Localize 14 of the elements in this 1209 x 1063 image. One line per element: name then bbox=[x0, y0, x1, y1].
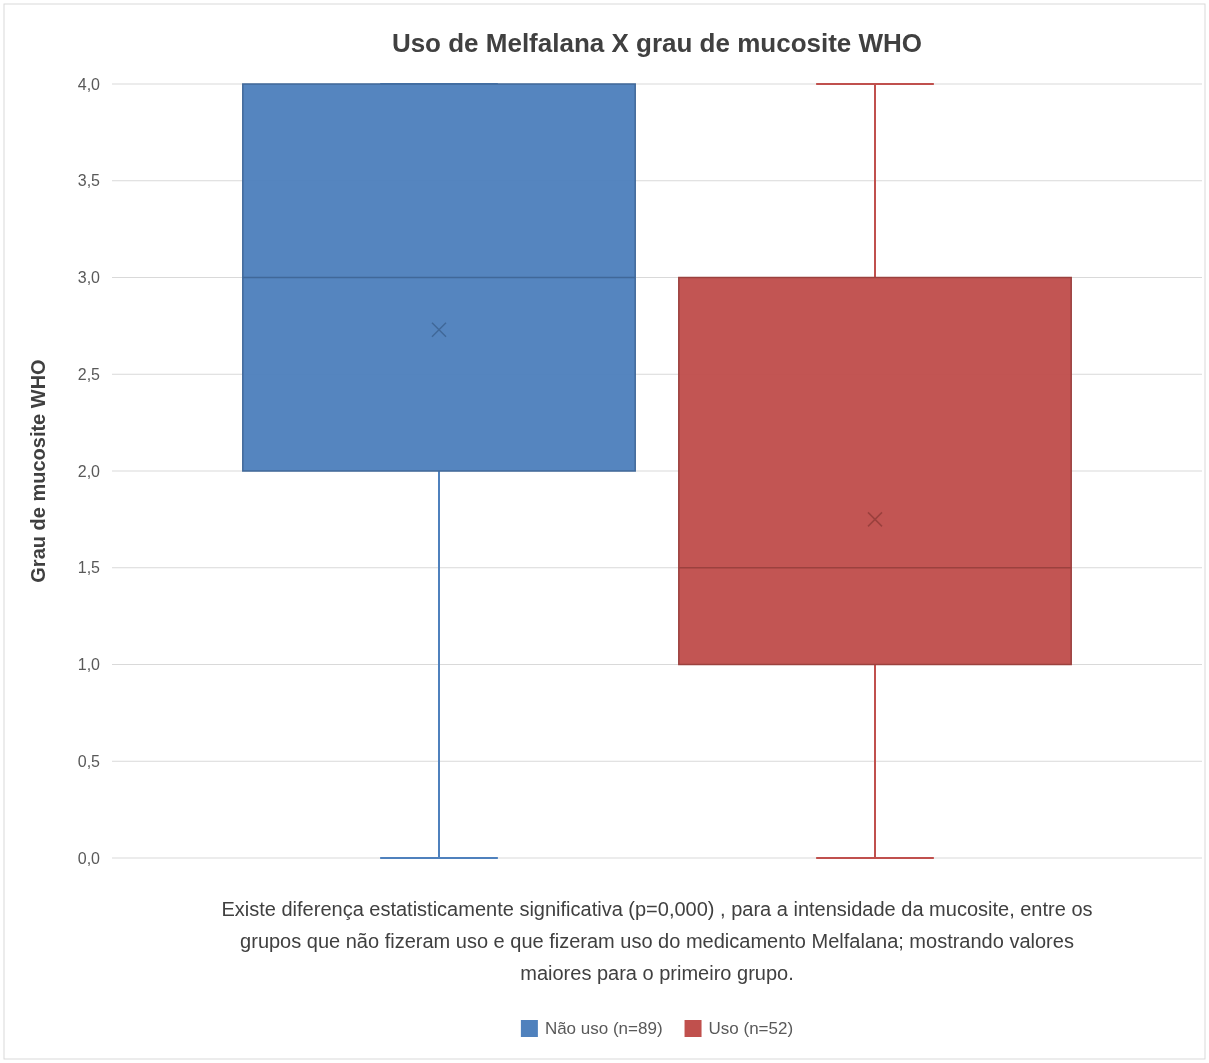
y-axis-title: Grau de mucosite WHO bbox=[27, 359, 49, 583]
y-tick-label: 3,5 bbox=[77, 172, 101, 190]
chart-title: Uso de Melfalana X grau de mucosite WHO bbox=[391, 28, 923, 58]
y-tick-label: 3,0 bbox=[77, 269, 101, 287]
text: Existe diferença estatisticamente significativa (p=0,000) , para a intensidade da mucosite, entre os grupos que não fizeram uso e que fizeram uso do medicamento Melfalana; mostrando valores maiores para o primeiro grupo. bbox=[221, 898, 1093, 984]
y-tick-label: 2,5 bbox=[77, 365, 101, 383]
y-tick-label: 0,5 bbox=[77, 752, 101, 770]
y-tick-label: 1,0 bbox=[77, 656, 101, 674]
y-tick-label: 1,5 bbox=[77, 559, 101, 577]
legend-label: Não uso (n=89) bbox=[544, 1019, 663, 1038]
y-tick-label: 2,0 bbox=[77, 462, 101, 480]
legend-label: Uso (n=52) bbox=[708, 1019, 794, 1038]
y-tick-label: 4,0 bbox=[77, 75, 101, 93]
y-tick-label: 0,0 bbox=[77, 849, 101, 867]
